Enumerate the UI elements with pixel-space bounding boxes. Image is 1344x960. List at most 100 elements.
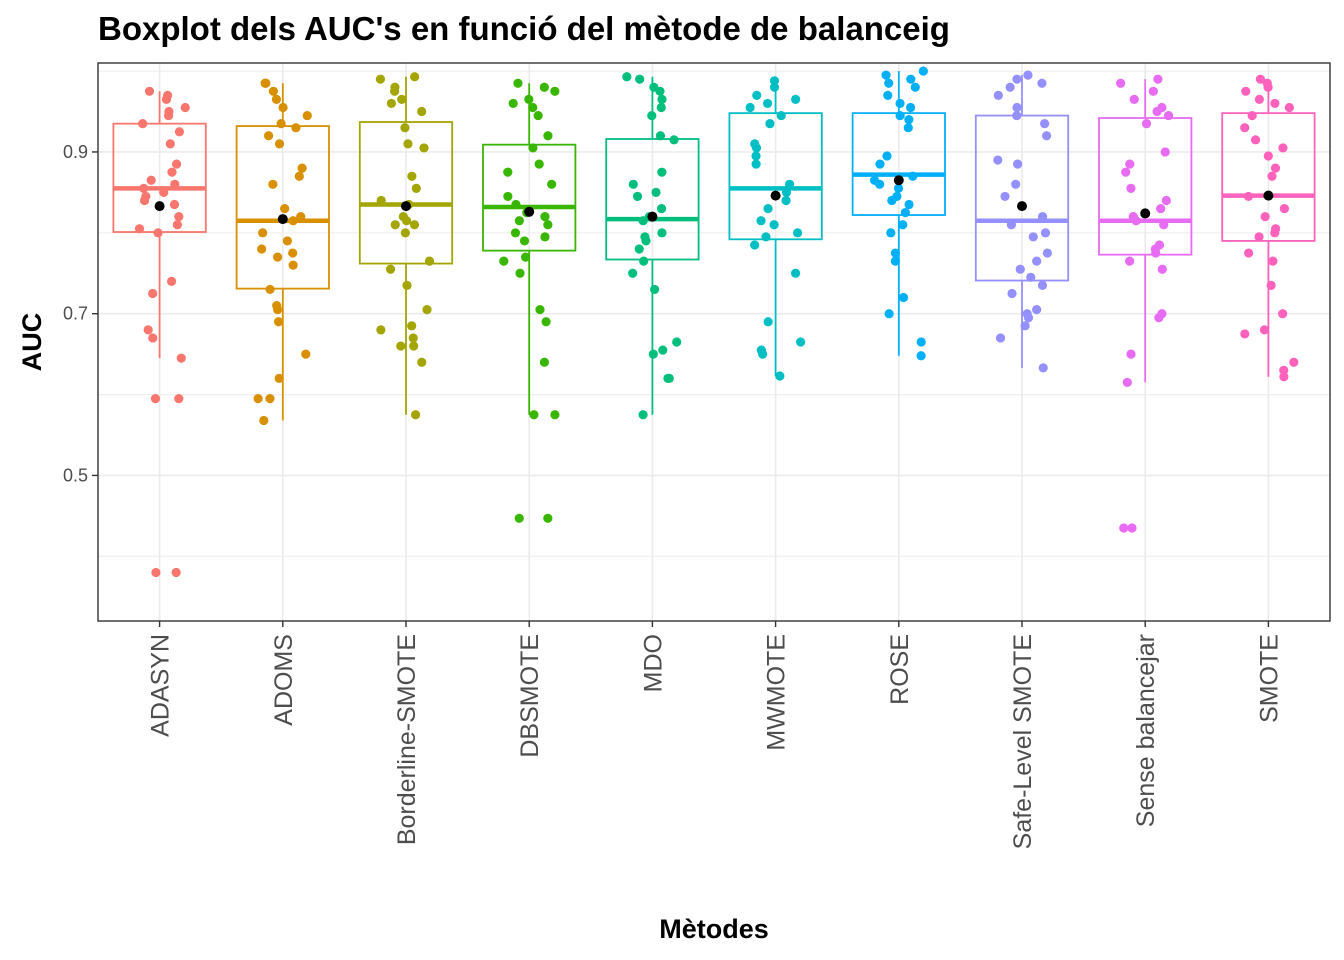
data-point bbox=[769, 82, 780, 92]
data-point bbox=[905, 102, 916, 113]
data-point bbox=[1020, 321, 1030, 331]
mean-point bbox=[1017, 201, 1027, 212]
data-point bbox=[143, 325, 153, 335]
x-tick-label: ADASYN bbox=[147, 634, 175, 737]
data-point bbox=[628, 179, 638, 189]
data-point bbox=[409, 341, 419, 351]
axes-layer: 0.5 0.7 0.9 ADASYN ADOMS Borderline-SMOTE DBSM… bbox=[63, 142, 1283, 849]
data-point bbox=[1154, 313, 1164, 323]
data-point bbox=[763, 317, 773, 327]
data-point bbox=[1151, 248, 1161, 258]
data-point bbox=[765, 119, 775, 129]
data-point bbox=[1015, 264, 1025, 274]
data-point bbox=[1161, 195, 1171, 206]
box-iqr bbox=[974, 114, 1070, 282]
data-point bbox=[511, 199, 521, 210]
data-point bbox=[148, 333, 158, 343]
data-point bbox=[761, 232, 771, 242]
data-point bbox=[170, 179, 180, 189]
data-point bbox=[775, 371, 785, 381]
data-point bbox=[663, 373, 673, 383]
data-point bbox=[1012, 74, 1022, 84]
data-point bbox=[510, 228, 521, 238]
data-point bbox=[1157, 264, 1167, 274]
data-point bbox=[758, 349, 768, 359]
box-group bbox=[482, 78, 577, 523]
data-point bbox=[1270, 163, 1281, 173]
data-point bbox=[540, 232, 550, 242]
data-point bbox=[265, 284, 275, 295]
data-point bbox=[176, 353, 186, 363]
data-point bbox=[756, 216, 766, 226]
data-point bbox=[875, 159, 885, 169]
data-point bbox=[174, 212, 184, 222]
data-point bbox=[993, 155, 1003, 165]
data-point bbox=[139, 183, 149, 193]
data-point bbox=[515, 268, 525, 278]
data-point bbox=[904, 115, 914, 125]
data-point bbox=[628, 268, 638, 278]
data-point bbox=[1037, 280, 1048, 290]
data-point bbox=[1160, 147, 1170, 157]
data-point bbox=[411, 183, 421, 193]
data-point bbox=[541, 317, 551, 327]
data-point bbox=[543, 220, 553, 230]
plot-border bbox=[97, 62, 1331, 622]
x-axis-title: Mètodes bbox=[659, 914, 769, 944]
data-point bbox=[301, 349, 311, 359]
data-point bbox=[890, 248, 900, 258]
x-tick-label: MDO bbox=[639, 634, 667, 692]
data-point bbox=[1040, 228, 1051, 238]
data-point bbox=[268, 179, 278, 189]
box-iqr bbox=[1221, 112, 1316, 242]
data-point bbox=[424, 256, 435, 266]
data-point bbox=[995, 333, 1006, 343]
data-point bbox=[297, 163, 307, 173]
data-point bbox=[288, 216, 298, 226]
x-tick-label: Safe-Level SMOTE bbox=[1009, 634, 1037, 849]
data-point bbox=[288, 248, 298, 258]
mean-point bbox=[154, 201, 165, 212]
data-point bbox=[1268, 256, 1278, 266]
data-point bbox=[529, 410, 539, 420]
data-point bbox=[1270, 98, 1280, 109]
data-point bbox=[1040, 119, 1050, 129]
data-point bbox=[253, 394, 263, 404]
data-point bbox=[1042, 131, 1052, 141]
data-point bbox=[886, 228, 896, 238]
data-point bbox=[550, 410, 560, 420]
data-point bbox=[762, 98, 773, 109]
data-point bbox=[881, 70, 891, 80]
data-point bbox=[503, 191, 513, 202]
data-point bbox=[1023, 313, 1034, 323]
data-point bbox=[1026, 272, 1036, 282]
data-point bbox=[898, 292, 909, 303]
data-point bbox=[655, 86, 665, 96]
data-point bbox=[274, 139, 285, 149]
data-point bbox=[151, 567, 161, 578]
data-point bbox=[153, 228, 163, 238]
data-point bbox=[751, 151, 761, 161]
data-point bbox=[658, 345, 668, 355]
data-point bbox=[134, 224, 145, 234]
data-point bbox=[745, 102, 755, 113]
mean-point bbox=[524, 206, 535, 217]
data-point bbox=[769, 220, 779, 230]
data-point bbox=[174, 394, 184, 404]
data-point bbox=[672, 337, 682, 347]
data-point bbox=[1006, 220, 1016, 230]
data-point bbox=[166, 276, 177, 286]
data-point bbox=[403, 139, 413, 149]
data-point bbox=[1028, 232, 1038, 242]
box-group bbox=[1221, 74, 1316, 382]
data-point bbox=[547, 179, 557, 189]
data-point bbox=[422, 305, 432, 315]
data-point bbox=[1279, 372, 1289, 382]
box-group bbox=[974, 70, 1070, 373]
data-point bbox=[1279, 203, 1290, 214]
data-point bbox=[1153, 74, 1163, 84]
data-point bbox=[1005, 82, 1015, 92]
data-point bbox=[390, 220, 400, 230]
mean-point bbox=[277, 214, 288, 225]
